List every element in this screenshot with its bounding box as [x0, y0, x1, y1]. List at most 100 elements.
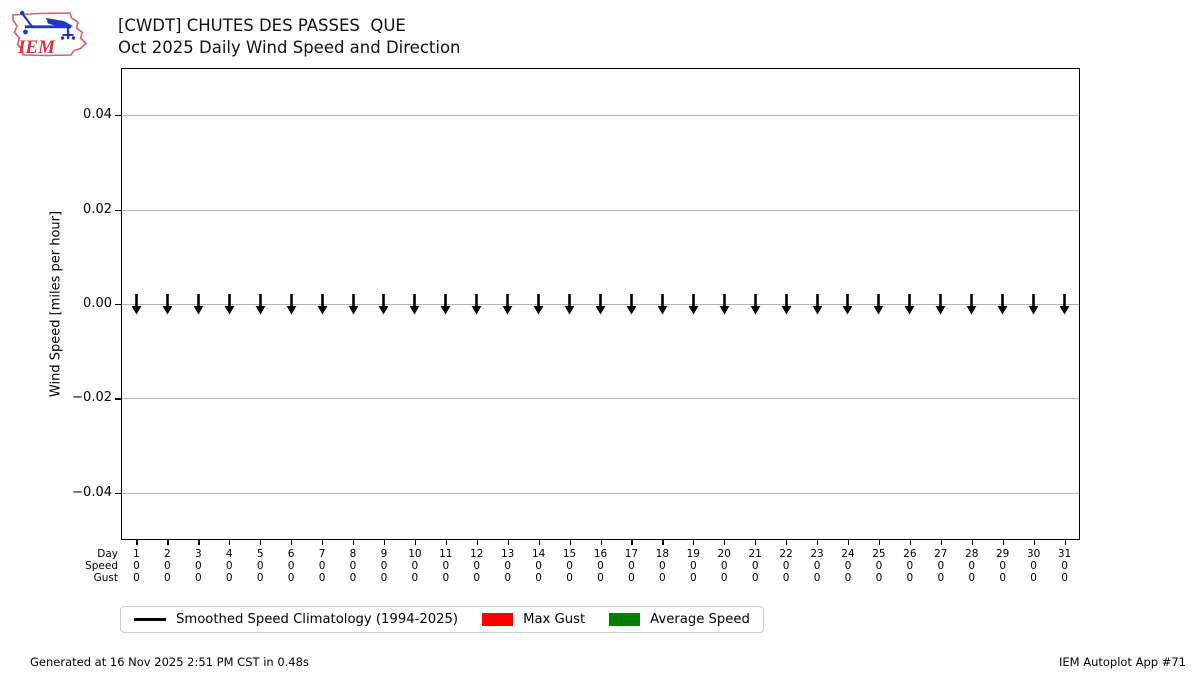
wind-direction-arrow — [594, 293, 607, 315]
wind-direction-arrow — [254, 293, 267, 315]
wind-direction-arrow — [223, 293, 236, 315]
wind-direction-arrow — [377, 293, 390, 315]
x-tick-mark — [198, 540, 200, 545]
wind-vane-icon — [20, 10, 76, 40]
x-tick-mark — [693, 540, 695, 545]
speed-value: 0 — [256, 560, 264, 572]
gust-value: 0 — [782, 572, 790, 584]
gust-value: 0 — [566, 572, 573, 584]
gridline — [122, 115, 1079, 117]
day-value: 27 — [934, 548, 948, 560]
wind-direction-arrow — [965, 293, 978, 315]
x-tick-mark — [724, 540, 726, 545]
x-tick-mark — [229, 540, 231, 545]
speed-value: 0 — [349, 560, 357, 572]
gust-value: 0 — [1030, 572, 1037, 584]
legend-label: Smoothed Speed Climatology (1994-2025) — [176, 612, 459, 627]
wind-direction-arrow — [408, 293, 421, 315]
gust-value: 0 — [813, 572, 821, 584]
x-tick-mark — [136, 540, 138, 545]
speed-value: 0 — [999, 560, 1006, 572]
x-axis-row-label-day: Day — [97, 548, 118, 560]
speed-value: 0 — [659, 560, 666, 572]
wind-direction-arrow — [903, 293, 916, 315]
x-tick-mark — [291, 540, 293, 545]
speed-value: 0 — [164, 560, 171, 572]
gridline — [122, 209, 1079, 211]
x-tick-mark — [507, 540, 509, 545]
day-value: 7 — [318, 548, 326, 560]
day-value: 17 — [624, 548, 639, 560]
day-value: 29 — [995, 548, 1010, 560]
day-value: 19 — [686, 548, 700, 560]
gust-value: 0 — [1061, 572, 1068, 584]
y-tick-label: 0.02 — [83, 201, 112, 217]
speed-value: 0 — [194, 560, 202, 572]
y-tick-label: 0.04 — [83, 107, 112, 123]
x-tick-mark — [909, 540, 912, 545]
day-value: 20 — [717, 548, 731, 560]
gust-value: 0 — [659, 572, 666, 584]
day-value: 12 — [470, 548, 484, 560]
day-value: 13 — [501, 548, 515, 560]
gust-value: 0 — [411, 572, 419, 584]
page-title: [CWDT] CHUTES DES PASSES QUE — [118, 16, 406, 35]
day-value: 23 — [810, 548, 824, 560]
x-tick-mark — [538, 540, 540, 545]
legend-patch-swatch-icon — [482, 613, 514, 626]
gust-value: 0 — [473, 572, 481, 584]
x-tick-mark — [1002, 540, 1004, 545]
wind-direction-arrow — [811, 293, 824, 315]
legend-line-swatch-icon — [134, 618, 166, 621]
gust-value: 0 — [535, 572, 542, 584]
y-tick-label: −0.04 — [72, 484, 112, 500]
day-value: 30 — [1026, 548, 1041, 560]
speed-value: 0 — [287, 560, 295, 572]
y-tick-mark — [115, 492, 121, 494]
day-value: 4 — [225, 548, 233, 560]
y-tick-label: −0.02 — [72, 390, 112, 406]
gust-value: 0 — [689, 572, 697, 584]
speed-value: 0 — [968, 560, 976, 572]
speed-value: 0 — [380, 560, 388, 572]
day-value: 8 — [349, 548, 357, 560]
x-tick-mark — [1064, 540, 1066, 545]
legend-patch-swatch-icon — [609, 613, 641, 626]
x-axis-row-label-gust: Gust — [93, 572, 118, 584]
gust-value: 0 — [937, 572, 945, 584]
day-value: 25 — [872, 548, 886, 560]
speed-value: 0 — [225, 560, 233, 572]
x-tick-mark — [878, 540, 881, 545]
speed-value: 0 — [1030, 560, 1037, 572]
gust-value: 0 — [318, 572, 326, 584]
iem-logo-text: IEM — [17, 37, 56, 58]
gust-value: 0 — [133, 572, 140, 584]
day-value: 31 — [1057, 548, 1072, 560]
speed-value: 0 — [597, 560, 604, 572]
gust-value: 0 — [844, 572, 852, 584]
y-tick-label: 0.00 — [83, 296, 112, 311]
gust-value: 0 — [999, 572, 1006, 584]
x-tick-mark — [971, 540, 973, 545]
legend-item: Smoothed Speed Climatology (1994-2025) — [134, 612, 458, 627]
wind-direction-arrow — [316, 293, 329, 315]
legend-item: Max Gust — [482, 612, 585, 627]
y-tick-mark — [115, 398, 121, 400]
x-tick-mark — [353, 540, 355, 545]
wind-direction-arrow — [996, 293, 1009, 315]
speed-value: 0 — [751, 560, 759, 572]
wind-direction-arrow — [285, 293, 298, 315]
wind-direction-arrow — [656, 293, 669, 315]
x-tick-mark — [940, 540, 942, 545]
gust-value: 0 — [875, 572, 883, 584]
x-tick-mark — [847, 540, 850, 545]
gust-value: 0 — [256, 572, 264, 584]
speed-value: 0 — [566, 560, 573, 572]
iem-logo: IEM — [8, 5, 96, 63]
wind-direction-arrow — [872, 293, 885, 315]
day-value: 22 — [779, 548, 793, 560]
day-value: 10 — [408, 548, 422, 560]
x-tick-mark — [414, 540, 417, 545]
speed-value: 0 — [628, 560, 635, 572]
